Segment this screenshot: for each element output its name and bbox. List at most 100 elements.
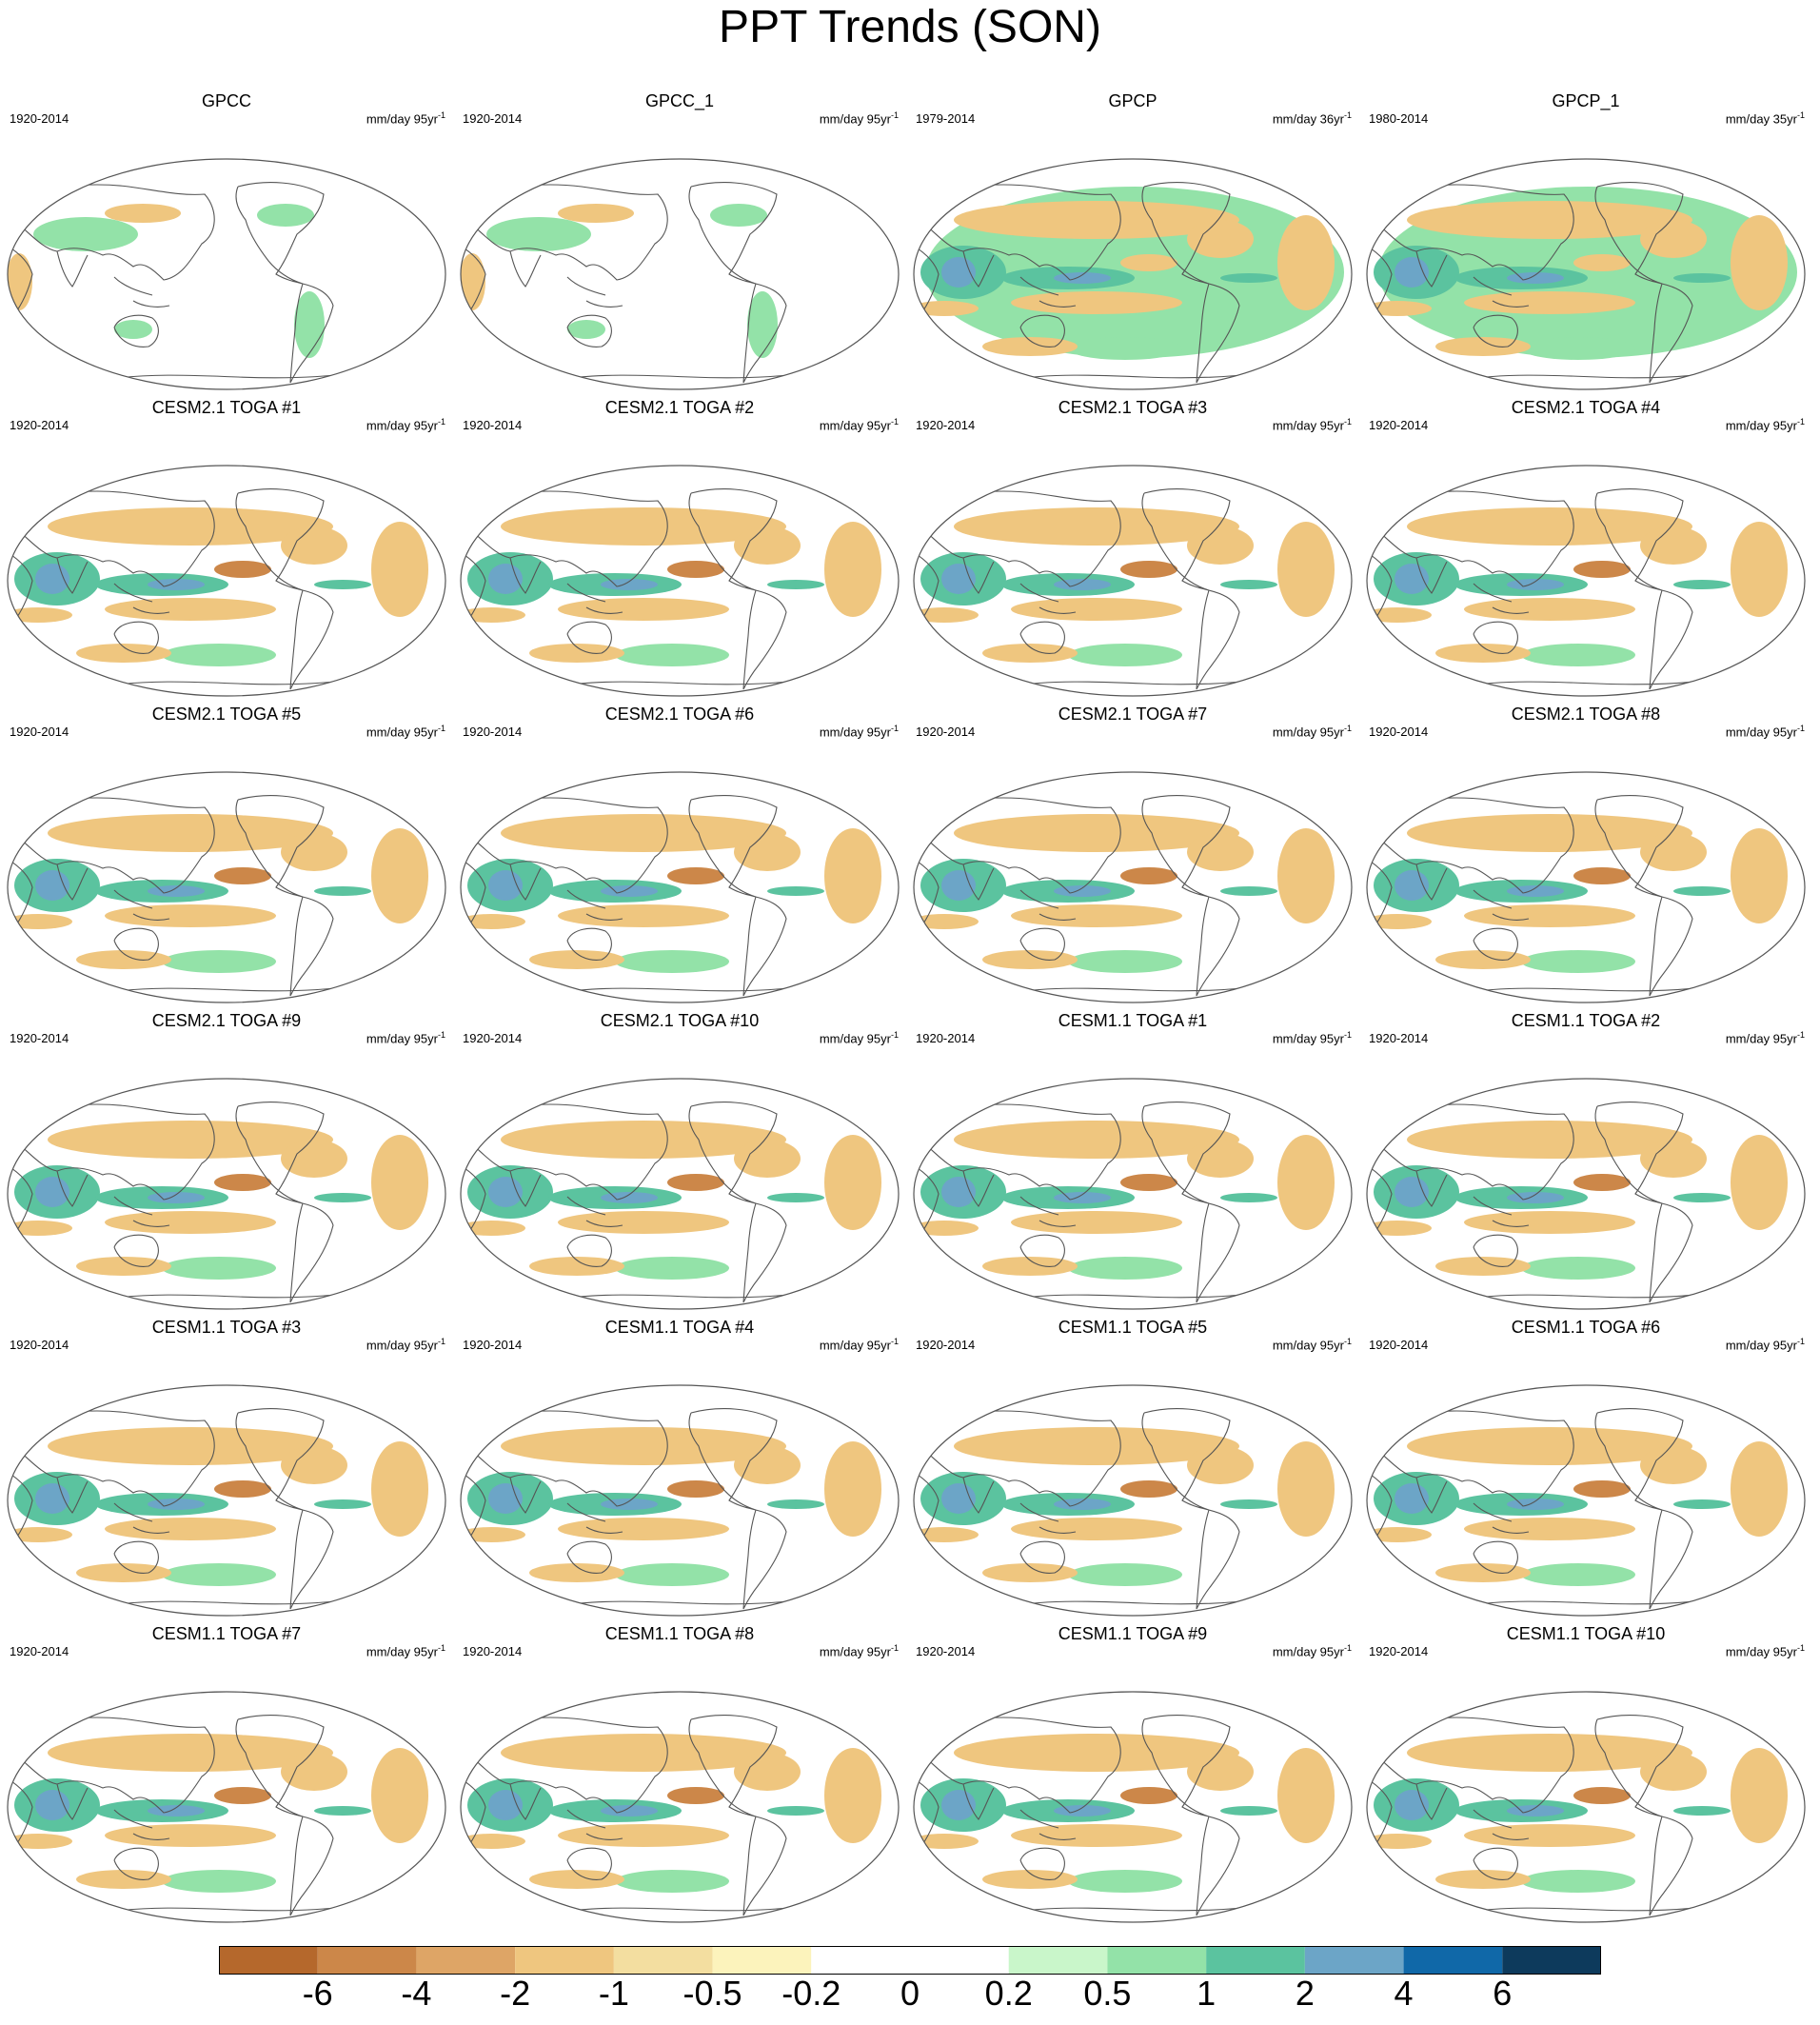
map-border [1366,465,1806,697]
coastline-india [962,1170,995,1207]
trend-field-southern-ocean [615,1563,729,1586]
trend-field-southern-ocean-drying [76,1563,171,1582]
map-panel: CESM2.1 TOGA #8 1920-2014 mm/day 95yr-1 [1359,705,1812,1011]
trend-field-equatorial-core [148,1805,205,1817]
coastline-antarctica [1010,679,1259,687]
trend-field-southern-ocean [1068,950,1182,973]
map-plot [913,158,1353,390]
trend-field-atlantic-drying [734,1140,801,1178]
trend-field-east-atlantic [1731,828,1788,923]
coastline-maritime [1473,889,1530,921]
trend-field-atlantic-itcz [767,1499,824,1509]
trend-field-east-pacific-drying [1120,1174,1177,1191]
trend-field-southern-ocean-drying [76,1870,171,1889]
trend-field-atlantic-itcz [314,1806,371,1816]
panel-units: mm/day 35yr-1 [1726,108,1805,127]
map-panel: CESM1.1 TOGA #3 1920-2014 mm/day 95yr-1 [0,1318,453,1624]
coastline-south-america [1196,1509,1240,1610]
map-plot [7,1691,446,1923]
panel-units: mm/day 95yr-1 [820,1640,899,1659]
coastline-antarctica [104,985,353,994]
panel-years: 1920-2014 [916,1031,976,1045]
trend-field-southern-ocean [1521,1257,1635,1280]
trend-field-africa [461,253,485,310]
trend-field-north-subtropics [501,1734,786,1772]
colorbar-swatch [910,1946,1009,1975]
coastline-australia [566,621,612,654]
coastline-north-america [1594,795,1684,898]
coastline-eurasia [1377,490,1574,587]
trend-field-east-pacific-drying [1573,1787,1631,1804]
trend-field-australia [114,320,152,339]
panel-years: 1920-2014 [916,1644,976,1658]
panel-years: 1920-2014 [463,725,523,739]
trend-field-atlantic-itcz [1220,1499,1277,1509]
coastline-maritime [113,276,170,308]
trend-field-equatorial-core [1054,1499,1111,1510]
coastline-south-america [1196,283,1240,384]
trend-field-southern-ocean-drying [529,644,624,663]
panel-title: CESM1.1 TOGA #8 [604,1624,755,1643]
panel-title: CESM2.1 TOGA #8 [1511,705,1661,724]
trend-field-south-pacific [1464,904,1635,927]
trend-field-equatorial-core [601,885,658,897]
coastline-india [1415,1477,1448,1514]
trend-field-southern-ocean-drying [982,1870,1078,1889]
trend-field-atlantic-drying [1640,1140,1707,1178]
trend-field-south-pacific [1011,1518,1182,1540]
panel-title: CESM1.1 TOGA #4 [604,1318,755,1337]
coastline-antarctica [1010,985,1259,994]
map-border [460,1078,900,1310]
trend-field-north-subtropics [954,1427,1239,1465]
panel-title: CESM1.1 TOGA #2 [1511,1011,1661,1030]
coastline-maritime [1019,1196,1077,1227]
coastline-antarctica [1010,1905,1259,1914]
trend-field-north-subtropics [1407,814,1692,852]
colorbar-label: -6 [302,1974,333,2013]
panel-units-text: mm/day 95yr [1725,725,1797,740]
map-content [914,1102,1344,1303]
coastline-eurasia [1377,1103,1574,1201]
trend-field-south-pacific [105,1211,276,1234]
map-panel: GPCP_1 1980-2014 mm/day 35yr-1 [1359,91,1812,398]
trend-field-south-pacific [1011,291,1182,314]
coastline-maritime [1473,1809,1530,1840]
trend-field-east-atlantic [824,1748,881,1843]
coastline-australia [1473,621,1518,654]
trend-field-south-pacific [1464,291,1635,314]
trend-field-east-atlantic [1277,828,1335,923]
coastline-maritime [113,1196,170,1227]
coastline-india [509,1783,542,1820]
trend-field-east-atlantic [1731,1135,1788,1230]
map-border [913,158,1353,390]
coastline-maritime [566,276,623,308]
coastline-north-america [1594,488,1684,591]
trend-field-southern-ocean-drying [982,1257,1078,1276]
coastline-maritime [113,889,170,921]
trend-field-south-pacific [1011,1211,1182,1234]
trend-field-north-america [710,204,767,227]
panel-title: CESM1.1 TOGA #9 [1058,1624,1208,1643]
trend-field-southern-ocean-drying [1435,1257,1531,1276]
trend-field-north-subtropics [954,1734,1239,1772]
coastline-india [509,864,542,901]
panel-years: 1920-2014 [463,111,523,126]
map-panel: CESM1.1 TOGA #9 1920-2014 mm/day 95yr-1 [906,1624,1359,1931]
panel-units-text: mm/day 95yr [819,1031,891,1046]
coastline-maritime [1473,276,1530,308]
panel-years: 1920-2014 [1369,418,1429,432]
trend-field-equatorial-core [1507,579,1564,590]
coastline-australia [1019,927,1065,961]
trend-field-east-pacific-drying [667,1174,724,1191]
figure-title: PPT Trends (SON) [719,2,1101,52]
map-panel: CESM1.1 TOGA #6 1920-2014 mm/day 95yr-1 [1359,1318,1812,1624]
panel-units-exponent: -1 [1343,417,1352,427]
coastline-india [962,557,995,594]
coastline-australia [113,1540,159,1574]
trend-field-atlantic-itcz [767,580,824,589]
coastline-maritime [1473,1196,1530,1227]
coastline-eurasia [924,184,1121,281]
trend-field-southern-ocean [615,950,729,973]
coastline-australia [113,621,159,654]
panel-years: 1920-2014 [463,1338,523,1352]
